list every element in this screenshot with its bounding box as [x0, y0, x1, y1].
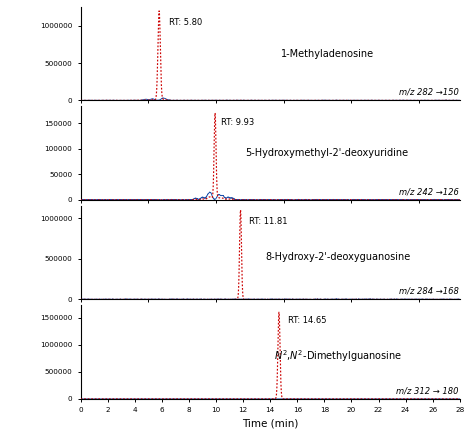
Text: 5-Hydroxymethyl-2'-deoxyuridine: 5-Hydroxymethyl-2'-deoxyuridine	[246, 148, 409, 158]
Text: 8-Hydroxy-2'-deoxyguanosine: 8-Hydroxy-2'-deoxyguanosine	[266, 252, 411, 262]
Text: $N^2$,$N^2$-Dimethylguanosine: $N^2$,$N^2$-Dimethylguanosine	[274, 348, 402, 364]
Text: 1-Methyladenosine: 1-Methyladenosine	[281, 49, 374, 59]
Text: RT: 14.65: RT: 14.65	[288, 316, 326, 325]
Text: m/z 242 →126: m/z 242 →126	[399, 187, 458, 196]
X-axis label: Time (min): Time (min)	[242, 419, 298, 429]
Text: m/z 312 → 180: m/z 312 → 180	[396, 386, 458, 395]
Text: RT: 9.93: RT: 9.93	[221, 118, 255, 127]
Text: m/z 284 →168: m/z 284 →168	[399, 287, 458, 296]
Text: RT: 5.80: RT: 5.80	[169, 18, 202, 27]
Text: RT: 11.81: RT: 11.81	[248, 217, 287, 226]
Text: m/z 282 →150: m/z 282 →150	[399, 88, 458, 97]
